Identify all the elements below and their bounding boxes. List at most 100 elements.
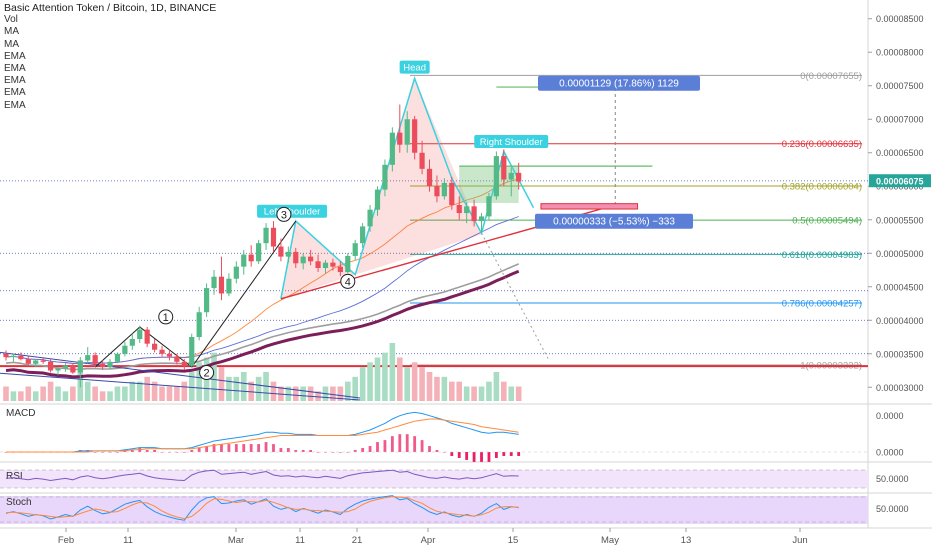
indicator-label[interactable]: MA: [4, 26, 19, 38]
time-tick-label: 11: [295, 535, 305, 546]
candle-body: [62, 365, 69, 369]
macd-histogram-bar: [368, 446, 372, 452]
time-tick-label: 13: [681, 535, 692, 546]
wave-4-circle: [340, 273, 356, 289]
price-tick-label: 0.00004500: [876, 282, 924, 292]
volume-bar: [515, 386, 522, 401]
macd-histogram-bar: [346, 452, 350, 453]
volume-bar: [307, 386, 314, 401]
indicator-label[interactable]: MA: [4, 38, 19, 50]
price-axis[interactable]: 0.00008500 0.00008000 0.00007500 0.00007000…: [868, 14, 931, 514]
time-axis[interactable]: Feb 11 Mar 11 21 Apr 15 May 13 Jun: [58, 528, 808, 546]
volume-bar: [188, 372, 195, 401]
volume-bar: [285, 386, 292, 401]
volume-bar: [344, 381, 351, 401]
wave-2: 2: [204, 368, 210, 380]
candle-body: [248, 254, 254, 262]
candle-body: [285, 251, 291, 257]
volume-bar: [248, 381, 254, 401]
head-and-shoulders-pattern[interactable]: [94, 76, 653, 368]
candle-body: [92, 355, 98, 364]
volume-bar: [84, 381, 91, 401]
volume-bar: [114, 386, 121, 401]
trend-line: [0, 372, 361, 401]
volume-bar: [441, 376, 448, 401]
candle-body: [33, 360, 39, 364]
candle-body: [270, 227, 277, 247]
volume-bar: [136, 381, 143, 401]
wave-line: [191, 220, 297, 368]
candle-body: [241, 254, 247, 267]
macd-histogram-bar: [197, 448, 201, 452]
volume-bars: [3, 343, 522, 401]
head-label-bg: [399, 60, 430, 74]
volume-bar: [300, 386, 306, 401]
wave-3: 3: [281, 209, 287, 221]
annotations[interactable]: Head Left Shoulder Right Shoulder 1 2 3 4 0.000…: [158, 60, 700, 381]
rsi-tick-label: 50.0000: [876, 474, 909, 484]
macd-histogram-bar: [376, 442, 379, 452]
candle-body: [99, 363, 106, 368]
volume-bar: [463, 386, 470, 401]
head-label: Head: [403, 63, 426, 74]
volume-bar: [382, 352, 388, 401]
symbol-title[interactable]: Basic Attention Token / Bitcoin, 1D, BIN…: [4, 2, 217, 14]
candle-body: [204, 288, 210, 313]
candle-body: [441, 182, 447, 197]
projection-line: [481, 232, 549, 360]
candle-body: [315, 261, 321, 268]
macd-histogram-bar: [93, 452, 97, 453]
candle-body: [352, 243, 358, 256]
candle-body: [211, 276, 217, 289]
macd-histogram-bar: [494, 452, 498, 458]
candle-body: [456, 205, 462, 214]
time-tick-label: Apr: [421, 535, 436, 546]
macd-histogram-bar: [465, 452, 469, 460]
indicator-label[interactable]: Vol: [4, 14, 18, 26]
candle-body: [114, 353, 121, 362]
candle-body: [85, 355, 91, 361]
volume-bar: [255, 376, 262, 401]
volume-bar: [493, 372, 500, 401]
indicator-label[interactable]: EMA: [4, 99, 26, 111]
volume-bar: [233, 376, 240, 401]
candle-body: [434, 186, 440, 197]
candle-body: [508, 172, 514, 180]
volume-bar: [426, 372, 433, 401]
macd-histogram-bar: [182, 452, 186, 453]
indicator-label[interactable]: EMA: [4, 75, 26, 87]
wave-1-circle: [158, 309, 174, 325]
volume-bar: [419, 367, 425, 401]
indicator-list: Vol MA MA EMA EMA EMA EMA EMA: [4, 14, 216, 112]
volume-bar: [352, 376, 359, 401]
time-tick-label: Mar: [228, 535, 244, 546]
risk-zone: [540, 203, 639, 210]
candle-body: [426, 168, 433, 187]
right-shoulder-label: Right Shoulder: [480, 137, 543, 148]
volume-bar: [25, 386, 32, 401]
volume-bar: [159, 386, 165, 401]
indicator-label[interactable]: EMA: [4, 50, 26, 62]
left-shoulder-label: Left Shoulder: [264, 207, 321, 218]
indicator-label[interactable]: EMA: [4, 63, 26, 75]
volume-bar: [508, 386, 515, 401]
macd-histogram-bar: [428, 446, 431, 452]
macd-histogram-bar: [116, 452, 119, 453]
volume-bar: [404, 367, 411, 401]
candle-body: [308, 256, 314, 262]
candle-body: [122, 345, 128, 354]
price-tick-label: 0.00007000: [876, 115, 924, 125]
volume-bar: [10, 391, 17, 401]
pattern-outline: [280, 76, 535, 299]
stoch-d-line: [5, 496, 519, 520]
candle-body: [226, 278, 232, 294]
indicator-label[interactable]: EMA: [4, 87, 26, 99]
candle-body: [107, 361, 113, 368]
volume-bar: [411, 362, 418, 401]
volume-bar: [107, 391, 113, 401]
fib-level-label: 0(0.00007655): [800, 71, 862, 82]
price-tick-label: 0.00007500: [876, 81, 924, 91]
last-price-badge: [869, 174, 931, 188]
stoch-k-line: [5, 495, 519, 521]
